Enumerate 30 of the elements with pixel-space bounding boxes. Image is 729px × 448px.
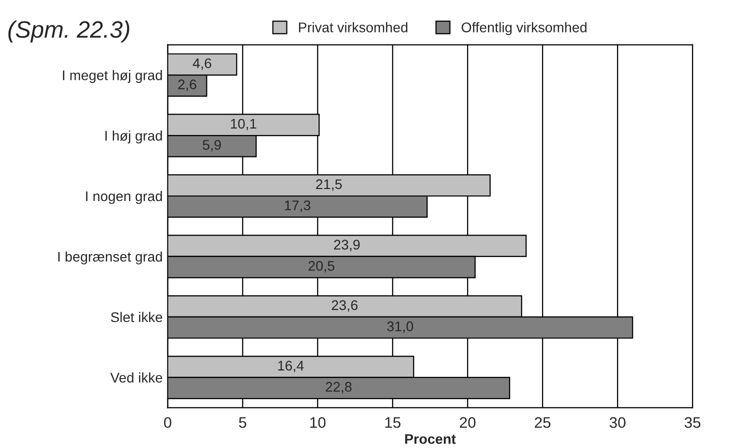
y-tick-label: I nogen grad: [86, 190, 162, 204]
data-label: 10,1: [230, 118, 256, 130]
legend-label: Offentlig virksomhed: [462, 22, 586, 36]
chart-title: (Spm. 22.3): [8, 20, 130, 43]
x-tick-label: 20: [460, 417, 476, 428]
data-label: 21,5: [316, 179, 342, 191]
x-tick-label: 0: [164, 417, 172, 428]
y-tick-label: I begrænset grad: [58, 251, 162, 264]
data-label: 22,8: [326, 382, 352, 394]
data-label: 16,4: [278, 360, 304, 372]
data-label: 17,3: [284, 200, 310, 212]
data-label: 31,0: [387, 321, 414, 333]
x-tick-label: 10: [310, 417, 326, 428]
legend-label: Privat virksomhed: [299, 22, 408, 32]
x-tick-label: 25: [534, 417, 550, 428]
x-axis-title: Procent: [405, 434, 456, 444]
data-label: 23,6: [332, 300, 358, 312]
data-label: 23,9: [334, 240, 360, 252]
x-tick-label: 35: [684, 417, 700, 428]
data-label: 20,5: [308, 260, 334, 272]
y-tick-label: I meget høj grad: [62, 70, 162, 83]
data-label: 2,6: [178, 80, 196, 91]
y-tick-label: Slet ikke: [110, 312, 162, 322]
x-tick-label: 15: [385, 417, 400, 428]
x-tick-label: 5: [239, 417, 246, 428]
y-tick-label: I høj grad: [105, 130, 162, 144]
data-label: 4,6: [192, 58, 212, 70]
data-label: 5,9: [202, 140, 221, 152]
y-tick-label: Ved ikke: [110, 372, 162, 383]
x-tick-label: 30: [610, 417, 626, 428]
